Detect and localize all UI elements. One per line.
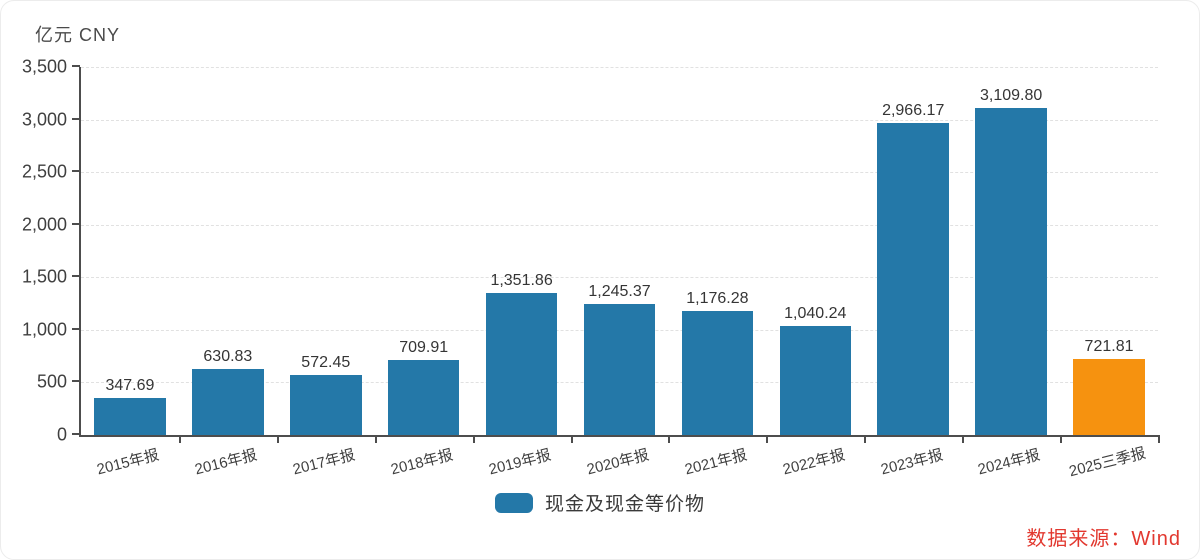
- gridline: [81, 119, 1158, 121]
- y-tick-mark: [72, 327, 80, 330]
- bar-2023年报: [877, 123, 949, 435]
- bar-value-label: 721.81: [1084, 338, 1134, 356]
- x-tick-mark: [668, 435, 671, 443]
- y-tick-mark: [72, 380, 80, 383]
- bar-2016年报: [192, 368, 264, 435]
- bars-container: 347.69 630.83 572.45 709.91 1,351.86 1,245.37…: [81, 67, 1158, 435]
- x-tick-label: 2025三季报: [1067, 444, 1148, 481]
- bar-value-label: 572.45: [301, 353, 351, 371]
- legend: 现金及现金等价物: [1, 489, 1199, 516]
- bar-2022年报: [779, 325, 852, 435]
- x-tick-label: 2015年报: [95, 446, 161, 479]
- legend-swatch-cash: [494, 492, 533, 513]
- y-tick-label: 3,000: [21, 109, 67, 130]
- bar-2019年报: [485, 292, 558, 435]
- x-label-cell: 2023年报: [862, 443, 960, 479]
- x-label-cell: 2017年报: [275, 443, 373, 479]
- bar-2018年报: [387, 360, 460, 435]
- y-tick-mark: [72, 433, 80, 435]
- y-tick-label: 1,000: [21, 319, 67, 340]
- bar-group: 572.45: [277, 67, 375, 435]
- y-tick-mark: [72, 170, 80, 173]
- bar-value-label: 1,245.37: [588, 283, 651, 301]
- x-label-cell: 2020年报: [569, 443, 667, 479]
- bar-group: 1,176.28: [668, 67, 766, 435]
- gridline: [81, 172, 1158, 174]
- bar-2020年报: [583, 304, 656, 435]
- x-tick-mark: [1158, 435, 1160, 443]
- bar-group: 347.69: [81, 67, 179, 435]
- x-tick-mark: [864, 435, 867, 443]
- x-label-cell: 2022年报: [764, 443, 862, 479]
- x-label-cell: 2018年报: [373, 443, 471, 479]
- bar-value-label: 2,966.17: [882, 102, 945, 120]
- bar-group: 3,109.80: [962, 67, 1060, 435]
- y-tick-mark: [72, 65, 80, 67]
- bar-value-label: 1,176.28: [686, 290, 749, 308]
- x-tick-label: 2022年报: [780, 446, 847, 479]
- bar-group: 1,040.24: [766, 67, 864, 435]
- bar-value-label: 1,040.24: [784, 304, 847, 322]
- bar-2017年报: [290, 374, 362, 435]
- x-tick-mark: [276, 435, 279, 443]
- x-tick-mark: [472, 435, 475, 443]
- bar-group: 1,351.86: [473, 67, 571, 435]
- x-tick-label: 2020年报: [584, 446, 651, 479]
- bar-group: 1,245.37: [571, 67, 669, 435]
- bar-value-label: 3,109.80: [979, 87, 1043, 105]
- bar-2025三季报: [1073, 359, 1145, 435]
- bar-group: 2,966.17: [864, 67, 962, 435]
- x-label-cell: 2015年报: [79, 443, 177, 479]
- y-tick-label: 3,500: [21, 56, 67, 77]
- y-tick-label: 0: [56, 424, 67, 445]
- y-tick-label: 1,500: [21, 266, 67, 287]
- bar-group: 721.81: [1060, 67, 1158, 435]
- y-tick-label: 500: [36, 371, 67, 392]
- x-tick-label: 2021年报: [682, 446, 749, 479]
- x-label-cell: 2025三季报: [1058, 443, 1156, 480]
- x-tick-mark: [374, 435, 377, 443]
- bar-value-label: 630.83: [203, 347, 253, 365]
- data-source-label: 数据来源：Wind: [1026, 528, 1181, 550]
- x-tick-mark: [962, 435, 965, 443]
- y-tick-mark: [72, 117, 80, 120]
- x-tick-label: 2019年报: [487, 446, 553, 479]
- x-tick-mark: [570, 435, 573, 443]
- x-tick-label: 2016年报: [193, 446, 259, 479]
- x-tick-label: 2018年报: [389, 446, 455, 479]
- gridline: [81, 224, 1158, 226]
- bar-2021年报: [681, 311, 754, 435]
- y-tick-label: 2,000: [21, 214, 67, 235]
- bar-group: 630.83: [179, 67, 277, 435]
- x-axis-labels: 2015年报 2016年报 2017年报 2018年报 2019年报 2020年报 2021…: [79, 443, 1156, 480]
- x-label-cell: 2016年报: [177, 443, 275, 479]
- x-tick-mark: [766, 435, 769, 443]
- x-tick-label: 2023年报: [878, 446, 945, 479]
- x-tick-label: 2017年报: [291, 446, 357, 479]
- plot-area: 0 500 1,000 1,500 2,000 2,500 3,000 3,500 347.6…: [22, 57, 1160, 445]
- gridline: [81, 67, 1158, 68]
- gridline: [81, 277, 1158, 279]
- y-tick-mark: [72, 275, 80, 278]
- y-axis-unit-label: 亿元 CNY: [35, 25, 121, 45]
- y-tick-mark: [72, 222, 80, 225]
- bar-value-label: 1,351.86: [490, 271, 553, 289]
- bar-value-label: 347.69: [105, 377, 155, 395]
- bar-2015年报: [94, 398, 166, 435]
- bar-group: 709.91: [375, 67, 473, 435]
- x-label-cell: 2024年报: [960, 443, 1058, 479]
- x-label-cell: 2021年报: [666, 443, 764, 479]
- x-tick-label: 2024年报: [976, 446, 1043, 479]
- bar-2024年报: [975, 108, 1047, 435]
- bar-value-label: 709.91: [399, 339, 449, 357]
- legend-label-cash: 现金及现金等价物: [544, 494, 705, 515]
- x-tick-mark: [1060, 435, 1063, 443]
- x-label-cell: 2019年报: [471, 443, 569, 479]
- x-tick-mark: [178, 435, 181, 443]
- y-tick-label: 2,500: [21, 161, 67, 182]
